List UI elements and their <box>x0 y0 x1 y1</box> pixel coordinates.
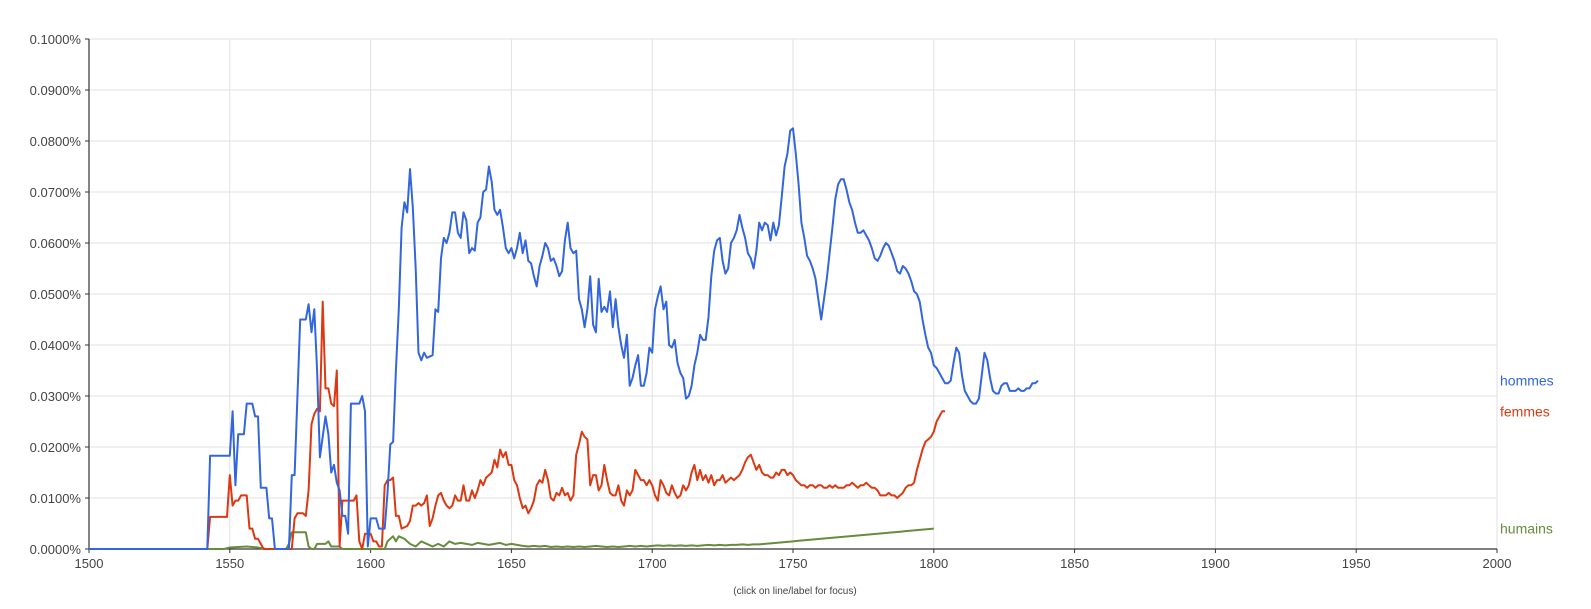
chart-footnote: (click on line/label for focus) <box>733 586 856 597</box>
x-tick-label: 1900 <box>1201 556 1230 571</box>
y-tick-label: 0.0700% <box>30 185 82 200</box>
series-label-hommes[interactable]: hommes <box>1500 373 1554 389</box>
x-tick-label: 1700 <box>638 556 667 571</box>
y-tick-label: 0.0000% <box>30 542 82 557</box>
y-tick-label: 0.0100% <box>30 491 82 506</box>
x-tick-label: 1850 <box>1060 556 1089 571</box>
axis-layer: 0.0000% 0.0100% 0.0200% 0.0300% 0.0400% 0.050… <box>30 32 1512 571</box>
grid-layer <box>88 38 1498 550</box>
y-tick-label: 0.0500% <box>30 287 82 302</box>
x-tick-label: 2000 <box>1483 556 1512 571</box>
x-tick-label: 1650 <box>497 556 526 571</box>
y-tick-label: 0.0400% <box>30 338 82 353</box>
y-tick-label: 0.0200% <box>30 440 82 455</box>
series-line-femmes[interactable] <box>89 300 946 550</box>
x-tick-label: 1500 <box>75 556 104 571</box>
x-tick-label: 1950 <box>1342 556 1371 571</box>
x-tick-label: 1600 <box>356 556 385 571</box>
x-tick-label: 1750 <box>779 556 808 571</box>
y-tick-label: 0.1000% <box>30 32 82 47</box>
label-layer: hommes femmes humains <box>1500 373 1554 537</box>
series-label-femmes[interactable]: femmes <box>1500 403 1550 419</box>
x-tick-label: 1800 <box>919 556 948 571</box>
series-line-humains[interactable] <box>89 527 934 550</box>
series-line-hommes[interactable] <box>89 127 1039 550</box>
x-tick-label: 1550 <box>215 556 244 571</box>
y-tick-label: 0.0300% <box>30 389 82 404</box>
series-label-humains[interactable]: humains <box>1500 521 1553 537</box>
series-layer[interactable] <box>89 127 1039 550</box>
y-tick-label: 0.0900% <box>30 83 82 98</box>
y-tick-label: 0.0600% <box>30 236 82 251</box>
y-tick-label: 0.0800% <box>30 134 82 149</box>
